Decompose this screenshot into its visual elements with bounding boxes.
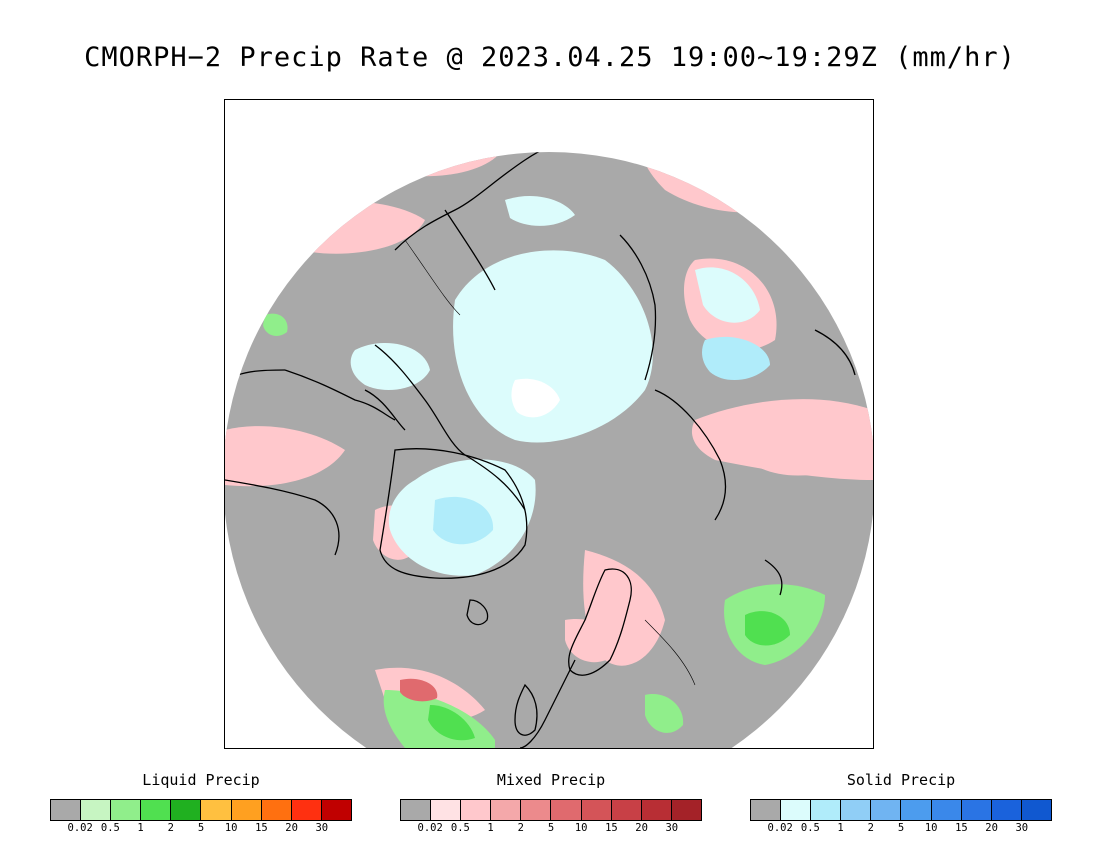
legend-swatch (961, 800, 992, 820)
tick-label: 5 (547, 822, 555, 834)
tick-label: 5 (897, 822, 905, 834)
legend-swatch (401, 800, 432, 820)
legend-swatch (751, 800, 782, 820)
tick-label: 2 (517, 822, 524, 834)
legend-swatch (291, 800, 322, 820)
tick-label: 10 (574, 822, 588, 834)
tick-label: 10 (224, 822, 238, 834)
tick-label: 15 (605, 822, 618, 834)
tick-label: 0.5 (800, 822, 820, 834)
tick-label: 30 (665, 822, 679, 834)
tick-label: 2 (867, 822, 874, 834)
color-scale (400, 799, 702, 821)
tick-label: 15 (255, 822, 268, 834)
legend-swatch (991, 800, 1022, 820)
chart-title: CMORPH−2 Precip Rate @ 2023.04.25 19:00~… (84, 42, 1016, 73)
legend-swatch (261, 800, 292, 820)
legend-swatch (871, 800, 902, 820)
tick-label: 0.5 (100, 822, 120, 834)
color-scale (750, 799, 1052, 821)
tick-label: 30 (1015, 822, 1029, 834)
borders (404, 239, 696, 686)
tick-labels: 0.02 0.5 1 2 5 10 15 20 30 (50, 821, 352, 835)
legend-swatch (841, 800, 872, 820)
legend-swatch (901, 800, 932, 820)
tick-label: 0.02 (417, 822, 443, 834)
no-data-pole (511, 378, 560, 418)
legend-swatch (611, 800, 642, 820)
legend-swatch (811, 800, 842, 820)
legend-swatch (171, 800, 202, 820)
tick-label: 20 (635, 822, 648, 834)
polar-precip-map (224, 99, 874, 749)
legend-swatch (521, 800, 552, 820)
liquid-precip-legend: Liquid Precip 0.02 0.5 1 2 5 10 15 20 30 (50, 770, 352, 835)
legend-swatch (671, 800, 701, 820)
tick-label: 1 (137, 822, 144, 834)
legend-swatch (231, 800, 262, 820)
solid-precip-moderate (433, 336, 770, 545)
tick-label: 0.5 (450, 822, 470, 834)
legend-swatch (461, 800, 492, 820)
legend-swatch (111, 800, 142, 820)
tick-labels: 0.02 0.5 1 2 5 10 15 20 30 (400, 821, 702, 835)
mixed-precip-legend: Mixed Precip 0.02 0.5 1 2 5 10 15 20 30 (400, 770, 702, 835)
solid-precip-areas (350, 195, 760, 576)
legend-title: Solid Precip (846, 771, 956, 789)
legend-swatch (81, 800, 112, 820)
legend-swatch (431, 800, 462, 820)
tick-label: 10 (924, 822, 938, 834)
tick-label: 2 (167, 822, 174, 834)
liquid-precip-heavier (428, 611, 790, 741)
legend-title: Liquid Precip (142, 771, 260, 789)
legend-swatch (321, 800, 351, 820)
legend-swatch (641, 800, 672, 820)
legend-swatch (931, 800, 962, 820)
legend-swatch (201, 800, 232, 820)
legend-swatch (781, 800, 812, 820)
tick-label: 1 (487, 822, 494, 834)
map-canvas (225, 152, 873, 748)
solid-precip-legend: Solid Precip 0.02 0.5 1 2 5 10 15 20 30 (750, 770, 1052, 835)
legend-swatch (141, 800, 172, 820)
legend-swatch (551, 800, 582, 820)
tick-label: 5 (197, 822, 205, 834)
legend-swatch (581, 800, 612, 820)
legend-swatch (51, 800, 82, 820)
color-scale (50, 799, 352, 821)
tick-label: 0.02 (67, 822, 93, 834)
legend-title: Mixed Precip (496, 771, 606, 789)
legend-swatch (1021, 800, 1051, 820)
tick-label: 1 (837, 822, 844, 834)
tick-label: 20 (285, 822, 298, 834)
tick-label: 15 (955, 822, 968, 834)
tick-label: 20 (985, 822, 998, 834)
tick-label: 30 (315, 822, 329, 834)
tick-labels: 0.02 0.5 1 2 5 10 15 20 30 (750, 821, 1052, 835)
tick-label: 0.02 (767, 822, 793, 834)
legend-swatch (491, 800, 522, 820)
